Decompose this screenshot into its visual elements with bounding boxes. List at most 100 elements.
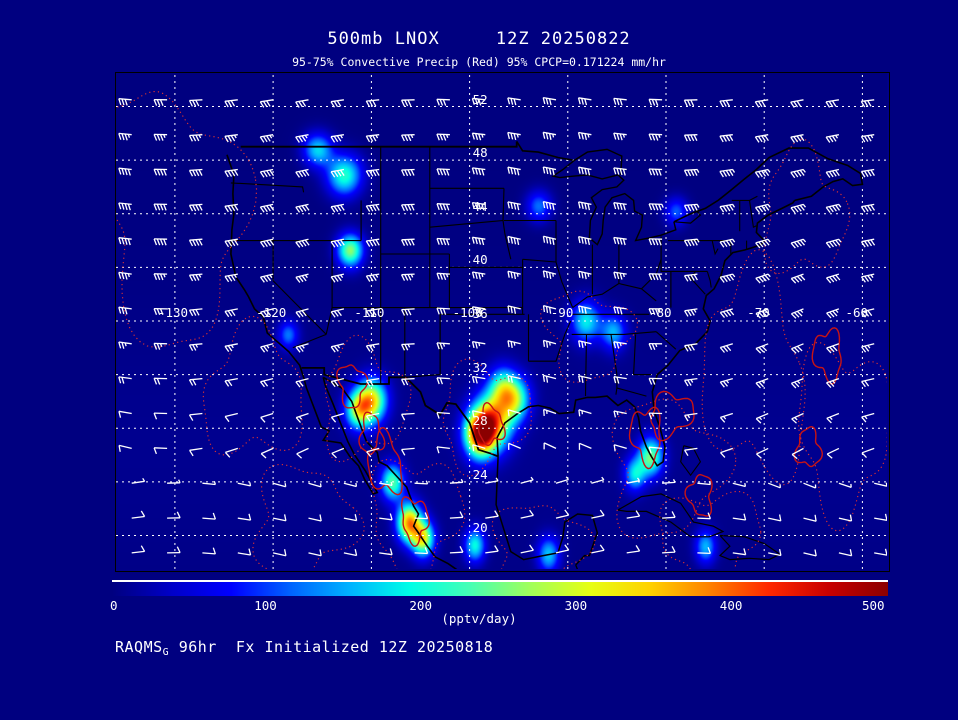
wind-barb bbox=[542, 374, 557, 383]
wind-barb bbox=[259, 134, 274, 143]
wind-barb bbox=[577, 235, 592, 246]
precip-contour-75 bbox=[252, 463, 365, 569]
wind-barb bbox=[874, 513, 887, 521]
wind-barb bbox=[861, 447, 875, 459]
wind-barb bbox=[330, 203, 345, 213]
wind-barb bbox=[719, 168, 736, 178]
coastline-mexico-west bbox=[322, 376, 458, 569]
wind-barb bbox=[755, 273, 771, 284]
wind-barb bbox=[860, 168, 875, 178]
state-boundary bbox=[502, 188, 512, 260]
wind-barb bbox=[826, 412, 840, 424]
wind-barb bbox=[613, 410, 627, 418]
wind-barb bbox=[683, 134, 698, 142]
wind-barb bbox=[719, 203, 736, 213]
wind-barb bbox=[577, 166, 592, 176]
wind-barb bbox=[379, 481, 393, 487]
wind-barb bbox=[838, 549, 853, 557]
wind-barb bbox=[542, 304, 557, 314]
precip-contour-95 bbox=[400, 496, 430, 548]
wind-barb bbox=[790, 99, 804, 108]
wind-barb bbox=[365, 238, 380, 247]
wind-barb bbox=[449, 478, 464, 484]
wind-barb bbox=[825, 168, 840, 178]
wind-barb bbox=[401, 412, 415, 421]
wind-barb bbox=[295, 203, 310, 213]
wind-barb bbox=[471, 306, 486, 315]
wind-barb bbox=[259, 238, 275, 248]
wind-barb bbox=[365, 273, 380, 282]
wind-barb bbox=[507, 375, 521, 383]
wind-barb bbox=[719, 134, 734, 143]
wind-barb bbox=[471, 271, 486, 280]
wind-barb bbox=[224, 99, 238, 108]
wind-barb bbox=[683, 273, 698, 282]
wind-barb bbox=[507, 166, 521, 176]
wind-barb bbox=[471, 236, 486, 246]
wind-barb bbox=[118, 98, 132, 106]
wind-barb bbox=[803, 514, 817, 522]
wind-barb bbox=[153, 168, 168, 176]
wind-barb bbox=[343, 514, 358, 522]
wind-barb bbox=[838, 514, 853, 522]
state-boundary bbox=[731, 195, 758, 201]
wind-barb bbox=[295, 412, 309, 423]
colorbar[interactable] bbox=[112, 580, 888, 596]
wind-barb bbox=[613, 376, 627, 384]
page-subtitle: 95-75% Convective Precip (Red) 95% CPCP=… bbox=[292, 55, 666, 69]
wind-barb bbox=[507, 340, 521, 349]
wind-barb bbox=[754, 168, 771, 178]
wind-barb bbox=[825, 203, 842, 213]
wind-barb bbox=[578, 305, 592, 314]
wind-barb bbox=[719, 238, 736, 248]
wind-barb bbox=[683, 203, 700, 212]
wind-barb bbox=[662, 511, 676, 519]
coastline-central-america bbox=[575, 564, 579, 569]
wind-barb bbox=[153, 342, 168, 350]
state-boundary bbox=[706, 271, 712, 288]
wind-barb bbox=[719, 412, 733, 423]
wind-barb bbox=[259, 308, 274, 318]
state-boundary bbox=[272, 240, 327, 335]
wind-barb bbox=[507, 201, 521, 211]
wind-barb bbox=[308, 514, 322, 522]
wind-barb bbox=[683, 238, 700, 247]
great-lakes bbox=[551, 148, 677, 246]
wind-barb bbox=[825, 99, 840, 108]
wind-barb bbox=[237, 482, 252, 487]
wind-barb bbox=[613, 306, 627, 315]
state-boundary bbox=[689, 271, 706, 295]
latitude-label: 32 bbox=[472, 359, 488, 375]
wind-barb bbox=[436, 168, 450, 176]
coastline-east bbox=[496, 199, 796, 467]
wind-barb bbox=[131, 545, 146, 554]
wind-barb bbox=[188, 343, 203, 352]
wind-barb bbox=[648, 98, 663, 106]
wind-barb bbox=[296, 447, 309, 459]
map-panel[interactable]: 20 24 28 32 36 40 44 48 52 -130 -120 -110 -100 -90 -80… bbox=[115, 72, 890, 572]
wind-barb bbox=[436, 342, 450, 350]
wind-barb bbox=[719, 343, 733, 353]
longitude-label: -80 bbox=[649, 305, 672, 320]
map-overlay bbox=[116, 73, 887, 569]
wind-barb bbox=[153, 377, 168, 385]
wind-barb bbox=[732, 548, 747, 556]
state-boundary bbox=[292, 333, 327, 349]
wind-barb bbox=[224, 343, 238, 352]
latitude-label: 36 bbox=[472, 306, 488, 321]
wind-barb bbox=[224, 238, 239, 248]
wind-barb bbox=[507, 305, 521, 314]
wind-barb bbox=[838, 482, 852, 489]
wind-barb bbox=[861, 377, 875, 388]
wind-barb bbox=[591, 476, 605, 484]
wind-barb bbox=[768, 548, 782, 557]
wind-barb bbox=[365, 377, 380, 387]
wind-barb bbox=[295, 238, 310, 248]
state-boundary bbox=[610, 334, 618, 395]
wind-barb bbox=[648, 203, 664, 211]
wind-barb bbox=[188, 273, 203, 282]
wind-barb bbox=[224, 308, 238, 318]
wind-barb bbox=[803, 482, 817, 489]
wind-barb bbox=[379, 513, 393, 521]
wind-barb bbox=[224, 273, 238, 283]
